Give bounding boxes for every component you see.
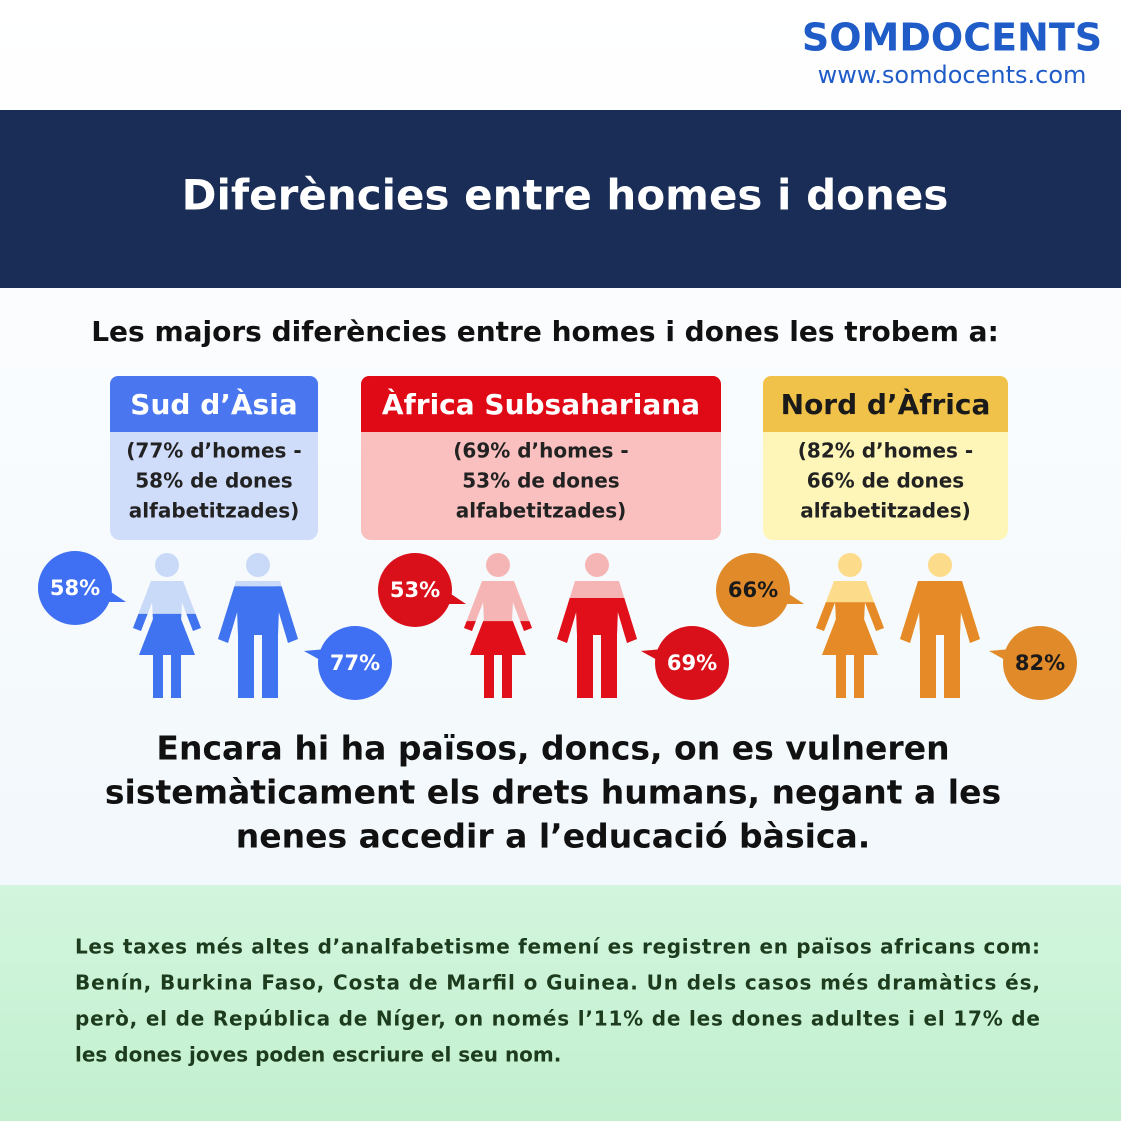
leg (854, 653, 864, 698)
note-band (0, 885, 1121, 1121)
torso (575, 597, 619, 635)
skirt (822, 619, 878, 655)
bubble-label: 82% (1015, 651, 1065, 675)
bubble (1003, 626, 1077, 700)
leg (920, 631, 936, 698)
note-line: Benín, Burkina Faso, Costa de Marfil o G… (75, 971, 1040, 995)
leg (262, 631, 278, 698)
leg (238, 631, 254, 698)
note-line: Les taxes més altes d’analfabetisme feme… (75, 935, 1040, 959)
woman-literate-fill (464, 621, 532, 698)
region-detail: alfabetitzades) (800, 499, 970, 523)
region-name: Àfrica Subsahariana (382, 387, 700, 421)
bubble (38, 551, 112, 625)
bubble-label: 53% (390, 578, 440, 602)
man-literate-fill (557, 597, 637, 698)
leg (153, 653, 163, 698)
arm (218, 586, 244, 643)
region-detail: (82% d’homes - (798, 439, 973, 463)
bubble (716, 553, 790, 627)
region-detail: 53% de dones (462, 469, 619, 493)
region-detail: (69% d’homes - (453, 439, 628, 463)
bubble-label: 66% (728, 578, 778, 602)
leg (944, 631, 960, 698)
bubble (378, 553, 452, 627)
man-literate-fill (900, 581, 980, 698)
arm (954, 581, 980, 643)
bubble (655, 626, 729, 700)
arm (613, 597, 637, 643)
title-band (0, 110, 1121, 288)
subtitle: Les majors diferències entre homes i don… (91, 315, 999, 348)
note-line: però, el de República de Níger, on només… (75, 1007, 1040, 1031)
torso (918, 581, 962, 635)
arm (507, 581, 532, 631)
skirt (470, 621, 526, 655)
region-name: Nord d’Àfrica (781, 387, 991, 421)
torso (236, 586, 280, 635)
man-literate-fill (218, 586, 298, 698)
statement-line: Encara hi ha països, doncs, on es vulner… (156, 729, 949, 768)
arm (816, 602, 836, 631)
logo-url: www.somdocents.com (818, 61, 1087, 89)
head (486, 553, 510, 577)
arm (464, 581, 489, 631)
bubble-label: 77% (330, 651, 380, 675)
leg (484, 653, 494, 698)
statement-line: sistemàticament els drets humans, negant… (105, 773, 1001, 812)
arm (900, 581, 926, 643)
arm (272, 586, 298, 643)
arm (464, 621, 476, 631)
title: Diferències entre homes i dones (182, 171, 949, 220)
head (585, 553, 609, 577)
leg (601, 631, 617, 698)
logo-name: SOMDOCENTS (802, 16, 1102, 60)
head (155, 553, 179, 577)
region-header-base (763, 410, 1008, 432)
leg (577, 631, 593, 698)
torso (835, 602, 865, 621)
leg (171, 653, 181, 698)
leg (836, 653, 846, 698)
leg (502, 653, 512, 698)
torso (151, 581, 183, 621)
skirt (139, 619, 195, 655)
torso (482, 581, 514, 621)
head (246, 553, 270, 577)
region-detail: alfabetitzades) (456, 499, 626, 523)
region-name: Sud d’Àsia (130, 387, 297, 421)
statement-line: nenes accedir a l’educació bàsica. (236, 817, 871, 856)
region-header-base (110, 410, 318, 432)
arm (186, 613, 201, 631)
head (928, 553, 952, 577)
arm (864, 602, 884, 631)
woman-literate-fill (133, 613, 201, 698)
bubble-label: 69% (667, 651, 717, 675)
bubble-label: 58% (50, 576, 100, 600)
note-line: les dones joves poden escriure el seu no… (75, 1043, 561, 1067)
region-header-base (361, 410, 721, 432)
arm (557, 597, 581, 643)
bubble (318, 626, 392, 700)
region-detail: (77% d’homes - (126, 439, 301, 463)
region-detail: 58% de dones (135, 469, 292, 493)
arm (520, 621, 532, 631)
arm (133, 613, 148, 631)
woman-literate-fill (816, 602, 884, 698)
region-detail: 66% de dones (807, 469, 964, 493)
head (838, 553, 862, 577)
region-detail: alfabetitzades) (129, 499, 299, 523)
